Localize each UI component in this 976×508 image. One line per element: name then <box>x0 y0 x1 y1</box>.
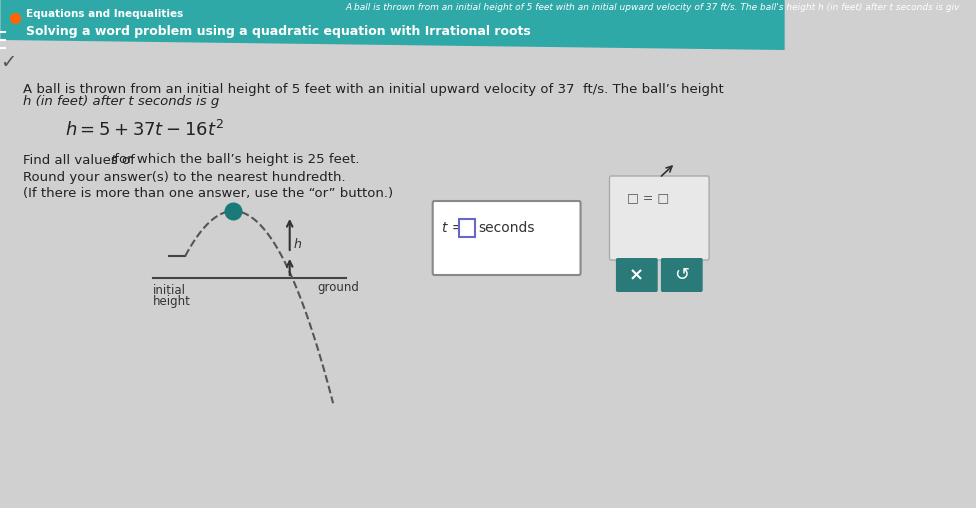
FancyBboxPatch shape <box>609 176 710 260</box>
FancyBboxPatch shape <box>460 219 475 237</box>
Text: Solving a word problem using a quadratic equation with Irrational roots: Solving a word problem using a quadratic… <box>26 25 531 39</box>
Text: t: t <box>109 153 115 167</box>
Text: A ball is thrown from an initial height of 5 feet with an initial upward velocit: A ball is thrown from an initial height … <box>346 4 960 13</box>
FancyBboxPatch shape <box>616 258 658 292</box>
Text: A ball is thrown from an initial height of 5 feet with an initial upward velocit: A ball is thrown from an initial height … <box>22 83 723 97</box>
Text: ground: ground <box>318 281 360 295</box>
Polygon shape <box>0 0 785 50</box>
Text: ✓: ✓ <box>0 53 17 73</box>
Text: ↺: ↺ <box>674 266 689 284</box>
Text: Find all values of: Find all values of <box>22 153 139 167</box>
Text: ×: × <box>630 266 644 284</box>
Text: for which the ball’s height is 25 feet.: for which the ball’s height is 25 feet. <box>109 153 359 167</box>
Text: Equations and Inequalities: Equations and Inequalities <box>26 9 183 19</box>
FancyBboxPatch shape <box>432 201 581 275</box>
Text: □ = □: □ = □ <box>628 192 670 205</box>
Text: initial: initial <box>153 283 186 297</box>
Text: $h = 5 + 37t - 16t^2$: $h = 5 + 37t - 16t^2$ <box>64 120 224 140</box>
Text: t =: t = <box>442 221 464 235</box>
Text: Round your answer(s) to the nearest hundredth.: Round your answer(s) to the nearest hund… <box>22 172 346 184</box>
Text: (If there is more than one answer, use the “or” button.): (If there is more than one answer, use t… <box>22 187 393 201</box>
FancyBboxPatch shape <box>661 258 703 292</box>
Text: h: h <box>294 238 302 251</box>
Text: seconds: seconds <box>478 221 535 235</box>
Text: height: height <box>153 296 191 308</box>
Text: h (in feet) after t seconds is g: h (in feet) after t seconds is g <box>22 96 220 109</box>
